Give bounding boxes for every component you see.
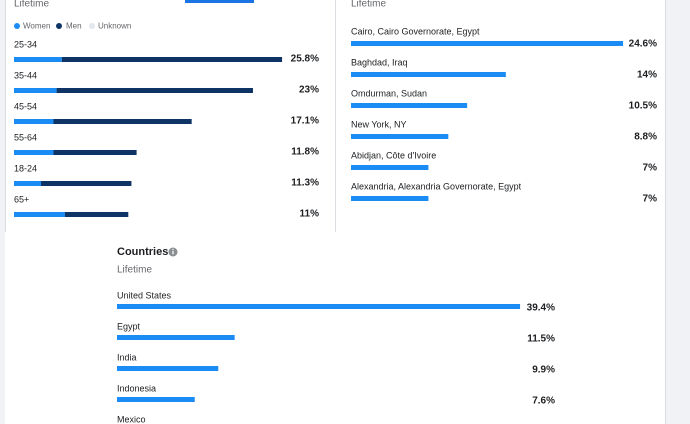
value-label: 23% [299, 85, 319, 96]
value-label: 25.8% [291, 54, 319, 65]
age-label: 35-44 [14, 70, 37, 80]
value-label: 17.1% [291, 116, 319, 127]
city-label: Baghdad, Iraq [351, 57, 408, 67]
cities-subtitle: Lifetime [351, 0, 386, 10]
bar-men [64, 212, 129, 217]
value-label: 11% [300, 209, 320, 220]
value-label: 11.5% [527, 334, 555, 345]
tab-indicator [185, 0, 254, 3]
value-label: 7.6% [532, 396, 555, 407]
value-label: 9.9% [532, 365, 555, 376]
bar-men [61, 57, 283, 62]
value-label: 7% [643, 194, 658, 205]
value-label: 8.8% [634, 132, 657, 143]
age-label: 55-64 [14, 132, 37, 142]
bar-women [14, 212, 65, 217]
country-label: Mexico [117, 414, 146, 424]
bar-women [14, 150, 54, 155]
age-label: 65+ [14, 194, 29, 204]
value-label: 39.4% [527, 303, 555, 314]
age-label: 45-54 [14, 101, 37, 111]
city-label: Cairo, Cairo Governorate, Egypt [351, 26, 480, 36]
bar [351, 41, 624, 46]
bar [351, 196, 429, 201]
value-label: 11.3% [291, 178, 319, 189]
city-label: Alexandria, Alexandria Governorate, Egyp… [351, 181, 522, 191]
value-label: 7% [643, 163, 658, 174]
bar-women [14, 88, 57, 93]
value-label: 24.6% [629, 39, 657, 50]
bar [117, 366, 219, 371]
bar-men [53, 119, 192, 124]
country-label: India [117, 352, 137, 362]
age-label: 25-34 [14, 39, 37, 49]
city-label: Omdurman, Sudan [351, 88, 427, 98]
bar [351, 165, 429, 170]
bar [117, 335, 235, 340]
legend-swatch [56, 23, 62, 29]
countries-title: Countries [117, 246, 168, 258]
bar-women [14, 181, 42, 186]
age-label: 18-24 [14, 163, 37, 173]
bar-men [56, 88, 253, 93]
bar [351, 103, 468, 108]
country-label: United States [117, 290, 172, 300]
bar [351, 72, 506, 77]
bar-women [14, 119, 54, 124]
city-label: New York, NY [351, 119, 407, 129]
value-label: 14% [637, 70, 657, 81]
legend-label: Women [23, 22, 50, 31]
bar [117, 397, 195, 402]
bar-women [14, 57, 62, 62]
bar [351, 134, 449, 139]
country-label: Egypt [117, 321, 141, 331]
bar-men [41, 181, 132, 186]
legend-label: Men [66, 22, 82, 31]
legend-label: Unknown [98, 22, 131, 31]
legend-swatch [89, 23, 95, 29]
value-label: 10.5% [629, 101, 657, 112]
city-label: Abidjan, Côte d'Ivoire [351, 150, 436, 160]
country-label: Indonesia [117, 383, 156, 393]
age-subtitle: Lifetime [14, 0, 49, 10]
info-icon-glyph [172, 250, 174, 255]
legend-swatch [14, 23, 20, 29]
bar [117, 304, 521, 309]
countries-subtitle: Lifetime [117, 265, 152, 276]
bar-men [53, 150, 137, 155]
value-label: 11.8% [291, 147, 319, 158]
info-icon-glyph [172, 248, 174, 250]
